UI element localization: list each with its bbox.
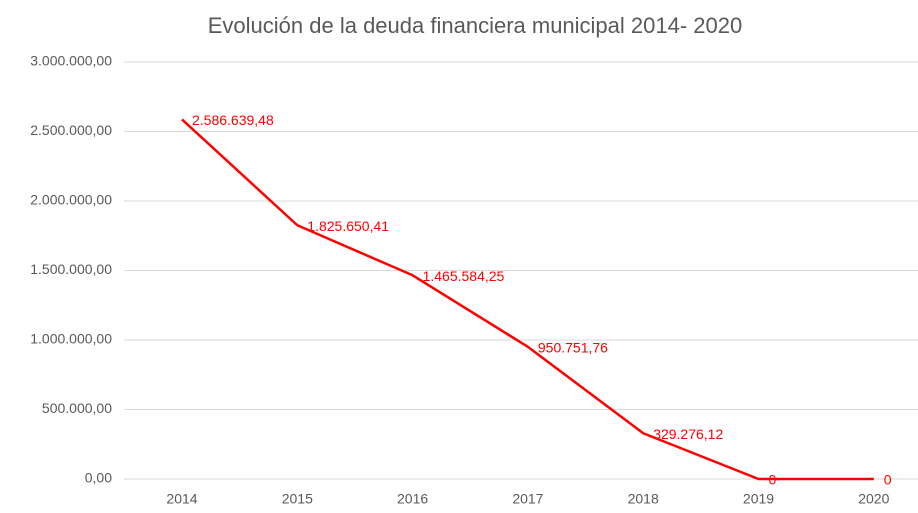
x-tick-label: 2016	[397, 491, 428, 507]
x-tick-label: 2014	[166, 491, 197, 507]
data-label: 950.751,76	[538, 340, 608, 356]
data-label: 2.586.639,48	[192, 112, 274, 128]
data-label: 329.276,12	[653, 426, 723, 442]
x-tick-label: 2017	[512, 491, 543, 507]
y-tick-label: 2.500.000,00	[30, 122, 112, 138]
y-tick-label: 1.500.000,00	[30, 261, 112, 277]
x-tick-label: 2015	[282, 491, 313, 507]
y-tick-label: 0,00	[85, 470, 112, 486]
line-series	[181, 118, 874, 481]
y-tick-label: 1.000.000,00	[30, 331, 112, 347]
y-tick-label: 500.000,00	[42, 400, 112, 416]
data-label: 1.825.650,41	[307, 218, 389, 234]
x-tick-label: 2018	[628, 491, 659, 507]
chart-title: Evolución de la deuda financiera municip…	[208, 13, 742, 38]
data-label: 0	[769, 472, 777, 488]
y-tick-label: 3.000.000,00	[30, 53, 112, 69]
data-label: 1.465.584,25	[423, 268, 505, 284]
x-tick-label: 2020	[858, 491, 889, 507]
x-tick-label: 2019	[743, 491, 774, 507]
y-tick-label: 2.000.000,00	[30, 192, 112, 208]
data-label: 0	[884, 472, 892, 488]
